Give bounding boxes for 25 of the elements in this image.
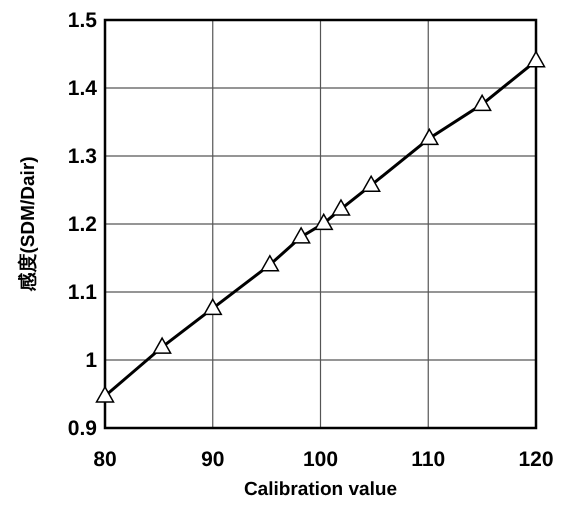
point <box>420 128 439 146</box>
point <box>260 255 280 272</box>
point <box>472 94 492 112</box>
y-tick-label: 1.5 <box>68 9 98 32</box>
y-tick-label: 1.4 <box>68 77 98 100</box>
y-tick-label: 1.2 <box>68 213 97 236</box>
y-tick-label: 1 <box>85 349 98 372</box>
y-tick-label: 0.9 <box>68 417 97 440</box>
y-tick-label: 1.3 <box>68 145 97 168</box>
point <box>332 199 350 216</box>
x-tick-label: 110 <box>411 448 446 471</box>
y-axis-title: 感度(SDM/Dair) <box>17 156 39 293</box>
point <box>96 386 114 403</box>
x-tick-label: 120 <box>518 448 554 471</box>
point <box>526 51 546 68</box>
point <box>292 227 310 244</box>
x-tick-label: 90 <box>201 448 224 471</box>
point <box>204 298 222 316</box>
point <box>314 214 333 230</box>
point <box>152 337 172 354</box>
x-tick-label: 100 <box>302 448 338 471</box>
point <box>362 175 380 192</box>
x-tick-label: 80 <box>93 448 117 471</box>
y-tick-label: 1.1 <box>68 281 98 304</box>
x-axis-title: Calibration value <box>244 479 398 500</box>
